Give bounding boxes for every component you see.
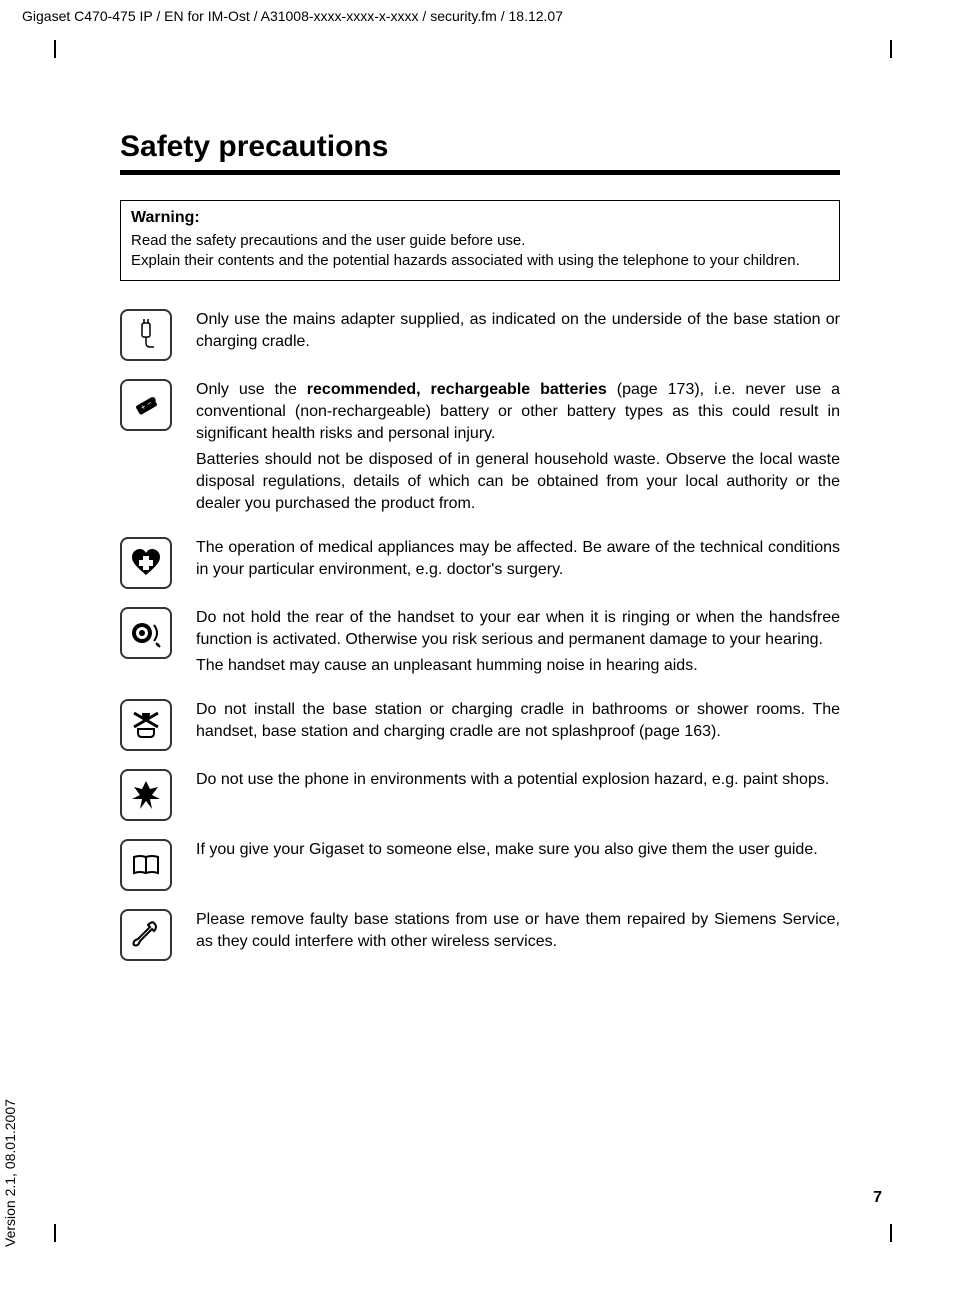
no-water-icon	[120, 699, 172, 751]
title-underline	[120, 170, 840, 175]
text-line: The operation of medical appliances may …	[196, 537, 840, 581]
wrench-icon	[120, 909, 172, 961]
precaution-text: Do not use the phone in environments wit…	[196, 769, 829, 821]
precaution-water: Do not install the base station or charg…	[120, 699, 840, 751]
precaution-manual: If you give your Gigaset to someone else…	[120, 839, 840, 891]
text-line: Batteries should not be disposed of in g…	[196, 449, 840, 515]
speaker-icon	[120, 607, 172, 659]
book-icon	[120, 839, 172, 891]
crop-mark	[890, 1224, 892, 1242]
warning-text-2: Explain their contents and the potential…	[131, 251, 829, 271]
crop-mark	[54, 1224, 56, 1242]
crop-mark	[890, 40, 892, 58]
page-content: Safety precautions Warning: Read the saf…	[120, 130, 840, 979]
text-span: Only use the	[196, 381, 307, 398]
warning-text-1: Read the safety precautions and the user…	[131, 231, 829, 251]
precaution-hearing: Do not hold the rear of the handset to y…	[120, 607, 840, 681]
text-bold: recommended, rechargeable batteries	[307, 381, 607, 398]
precaution-explosion: Do not use the phone in environments wit…	[120, 769, 840, 821]
precaution-repair: Please remove faulty base stations from …	[120, 909, 840, 961]
text-line: Only use the recommended, rechargeable b…	[196, 379, 840, 445]
precaution-text: Do not hold the rear of the handset to y…	[196, 607, 840, 681]
text-line: Do not use the phone in environments wit…	[196, 769, 829, 791]
version-text: Version 2.1, 08.01.2007	[2, 1099, 18, 1247]
text-line: If you give your Gigaset to someone else…	[196, 839, 818, 861]
precaution-text: Please remove faulty base stations from …	[196, 909, 840, 961]
adapter-icon	[120, 309, 172, 361]
warning-title: Warning:	[131, 209, 829, 227]
heart-icon	[120, 537, 172, 589]
precaution-battery: + − Only use the recommended, rechargeab…	[120, 379, 840, 519]
page-number: 7	[873, 1189, 882, 1207]
precaution-text: Do not install the base station or charg…	[196, 699, 840, 751]
precaution-text: The operation of medical appliances may …	[196, 537, 840, 589]
header-path: Gigaset C470-475 IP / EN for IM-Ost / A3…	[22, 8, 563, 24]
text-line: Do not install the base station or charg…	[196, 699, 840, 743]
text-line: The handset may cause an unpleasant humm…	[196, 655, 840, 677]
flame-icon	[120, 769, 172, 821]
page-title: Safety precautions	[120, 130, 840, 164]
text-line: Only use the mains adapter supplied, as …	[196, 309, 840, 353]
crop-mark	[54, 40, 56, 58]
text-line: Do not hold the rear of the handset to y…	[196, 607, 840, 651]
precaution-text: Only use the recommended, rechargeable b…	[196, 379, 840, 519]
precaution-text: If you give your Gigaset to someone else…	[196, 839, 818, 891]
text-line: Please remove faulty base stations from …	[196, 909, 840, 953]
warning-box: Warning: Read the safety precautions and…	[120, 200, 840, 281]
precaution-text: Only use the mains adapter supplied, as …	[196, 309, 840, 361]
precaution-adapter: Only use the mains adapter supplied, as …	[120, 309, 840, 361]
battery-icon: + −	[120, 379, 172, 431]
precaution-medical: The operation of medical appliances may …	[120, 537, 840, 589]
